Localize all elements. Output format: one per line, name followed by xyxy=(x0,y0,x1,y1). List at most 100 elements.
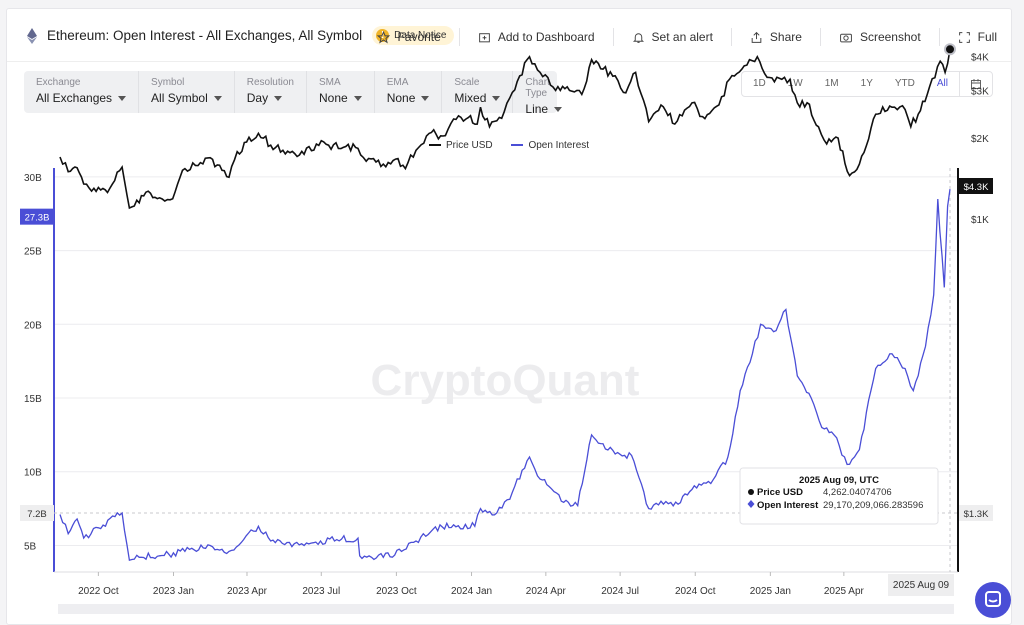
screenshot-button[interactable]: Screenshot xyxy=(839,30,921,44)
tooltip-oi-value: 29,170,209,066.283596 xyxy=(823,500,923,511)
filter-value: All Exchanges xyxy=(36,91,113,105)
oi-current-tag-bg xyxy=(20,208,54,225)
ethereum-icon xyxy=(27,27,37,44)
chat-button[interactable] xyxy=(975,582,1011,618)
range-all-button[interactable]: All xyxy=(936,78,948,89)
filter-value: None xyxy=(319,91,348,105)
fullscreen-button[interactable]: Full xyxy=(958,30,997,44)
set-alert-button[interactable]: Set an alert xyxy=(632,30,713,44)
data-notice-label: Data Notice xyxy=(394,30,447,41)
range-1w-button[interactable]: 1W xyxy=(787,78,803,89)
add-to-dashboard-button[interactable]: Add to Dashboard xyxy=(478,30,595,44)
range-scrollbar xyxy=(58,604,954,614)
y-right-tick-label: $3K xyxy=(971,86,989,97)
filter-label: SMA xyxy=(319,77,341,88)
exchange-select[interactable]: Exchange All Exchanges xyxy=(24,71,140,113)
range-ytd-button[interactable]: YTD xyxy=(894,78,915,89)
x-tick-label: 2023 Jan xyxy=(153,586,194,597)
tooltip-oi-diamond xyxy=(747,500,755,508)
range-selector: 1D 1W 1M 1Y YTD All xyxy=(740,71,993,97)
filter-label: EMA xyxy=(386,77,409,88)
watermark-text: CryptoQuant xyxy=(371,356,640,405)
y-left-tick-label: 25B xyxy=(24,247,42,258)
chat-icon xyxy=(985,591,1001,607)
favorite-label: Favorite xyxy=(397,30,441,44)
chevron-down-icon xyxy=(353,96,362,102)
filter-value: Line xyxy=(525,102,549,116)
x-tick-label: 2023 Apr xyxy=(227,586,268,597)
tooltip-oi-label: Open Interest xyxy=(757,500,819,511)
share-label: Share xyxy=(769,30,802,44)
chart-legend: Price USD Open Interest xyxy=(7,138,1011,151)
range-1m-button[interactable]: 1M xyxy=(824,78,839,89)
favorite-button[interactable]: Favorite xyxy=(377,30,441,44)
chart-type-select[interactable]: Chart Type Line xyxy=(513,71,574,116)
oi-ref-tag-bg xyxy=(20,505,54,522)
cursor-date-tag-bg xyxy=(888,574,954,596)
x-tick-label: 2024 Oct xyxy=(675,586,716,597)
x-tick-label: 2025 Jan xyxy=(750,586,791,597)
calendar-icon xyxy=(971,79,981,89)
x-tick-label: 2024 Jul xyxy=(601,586,639,597)
legend-item-price[interactable]: Price USD xyxy=(428,139,493,151)
range-1y-button[interactable]: 1Y xyxy=(860,78,873,89)
ema-select[interactable]: EMA None xyxy=(375,71,443,113)
symbol-select[interactable]: Symbol All Symbol xyxy=(139,71,235,113)
series-price-line xyxy=(59,49,951,210)
share-icon xyxy=(751,31,762,43)
y-left-tick-label: 10B xyxy=(24,468,42,479)
x-tick-label: 2025 Apr xyxy=(824,586,865,597)
range-1d-button[interactable]: 1D xyxy=(752,78,766,89)
x-tick-label: 2024 Jan xyxy=(451,586,492,597)
x-tick-label: 2022 Oct xyxy=(78,586,119,597)
tooltip-price-value: 4,262.04074706 xyxy=(823,487,892,498)
filter-label: Exchange xyxy=(36,77,81,88)
series-open-interest-line xyxy=(59,189,951,562)
resolution-select[interactable]: Resolution Day xyxy=(235,71,307,113)
calendar-button[interactable] xyxy=(959,72,992,96)
price-ref-tag-bg xyxy=(959,505,993,522)
price-current-tag-bg xyxy=(959,178,993,194)
sma-select[interactable]: SMA None xyxy=(307,71,375,113)
share-button[interactable]: Share xyxy=(750,30,802,44)
oi-current-tag: 27.3B xyxy=(25,213,50,224)
cursor-date-tag: 2025 Aug 09 xyxy=(893,580,950,591)
tooltip-date: 2025 Aug 09, UTC xyxy=(799,475,879,486)
y-left-tick-label: 20B xyxy=(24,320,42,331)
legend-label: Open Interest xyxy=(528,139,590,151)
price-end-marker xyxy=(944,43,956,56)
dashboard-add-icon xyxy=(478,32,490,42)
legend-item-open-interest[interactable]: Open Interest xyxy=(511,140,589,151)
filter-bar: Exchange All Exchanges Symbol All Symbol R… xyxy=(24,71,563,116)
filter-label: Chart Type xyxy=(525,77,550,99)
bell-icon xyxy=(632,32,644,43)
page-title: Ethereum: Open Interest - All Exchanges,… xyxy=(47,28,363,43)
x-tick-label: 2024 Apr xyxy=(526,586,567,597)
y-left-tick-label: 30B xyxy=(24,173,42,184)
y-right-tick-label: $2K xyxy=(971,134,989,145)
filter-label: Symbol xyxy=(151,77,185,88)
screenshot-label: Screenshot xyxy=(859,30,921,44)
price-ref-tag: $1.3K xyxy=(964,509,989,520)
chart-panel: Ethereum: Open Interest - All Exchanges,… xyxy=(6,8,1012,625)
filter-value: All Symbol xyxy=(151,91,208,105)
oi-ref-tag: 7.2B xyxy=(27,509,47,520)
filter-value: Day xyxy=(246,91,269,105)
chevron-down-icon xyxy=(118,96,127,102)
tooltip-box xyxy=(739,467,939,525)
x-tick-label: 2023 Oct xyxy=(376,586,417,597)
legend-label: Price USD xyxy=(445,139,493,151)
y-left-tick-label: 5B xyxy=(24,541,37,552)
chevron-down-icon xyxy=(213,96,222,102)
y-right-tick-label: $4K xyxy=(971,53,989,64)
fullscreen-label: Full xyxy=(977,30,997,44)
add-to-dashboard-label: Add to Dashboard xyxy=(497,30,595,44)
header-bar: Ethereum: Open Interest - All Exchanges,… xyxy=(7,9,1011,62)
chevron-down-icon xyxy=(554,107,563,113)
filter-value: Mixed xyxy=(454,91,487,105)
filter-label: Scale xyxy=(454,77,480,88)
filter-value: None xyxy=(386,91,416,105)
y-left-tick-label: 15B xyxy=(24,394,42,405)
camera-icon xyxy=(840,33,852,42)
